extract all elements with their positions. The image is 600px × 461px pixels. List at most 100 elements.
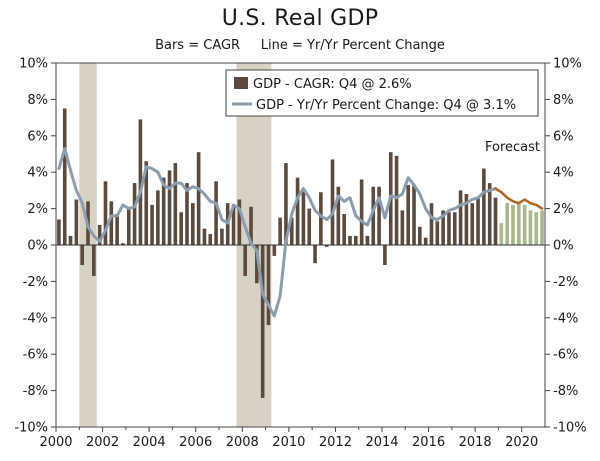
y-tick-label-left: 8% [27,93,48,108]
bar-75 [493,197,498,245]
bar-68 [452,212,457,245]
bar-47 [330,159,335,245]
x-tick-label: 2006 [179,435,212,450]
bar-6 [92,245,96,276]
bar-34 [255,245,259,284]
x-tick-label: 2000 [39,435,72,450]
bar-80 [522,204,527,245]
bar-59 [400,210,405,245]
bar-61 [412,184,416,245]
y-tick-label-left: -6% [23,348,48,363]
bar-24 [196,152,201,245]
bar-48 [336,186,341,245]
y-tick-label-left: -4% [23,311,48,326]
bar-22 [185,183,189,245]
bar-23 [191,203,195,245]
bar-16 [150,204,154,245]
y-tick-label-right: -8% [553,384,578,399]
bar-67 [447,212,451,245]
bar-45 [319,192,323,245]
bar-72 [476,197,480,245]
x-tick-label: 2016 [412,435,445,450]
bar-46 [324,245,329,247]
bar-60 [406,184,410,245]
bar-36 [266,245,271,326]
bar-39 [284,163,288,245]
bar-4 [80,245,84,266]
x-tick-label: 2010 [272,435,305,450]
bar-65 [435,221,440,245]
bar-9 [109,201,114,245]
bar-0 [57,219,61,245]
bar-33 [249,206,253,245]
bar-44 [313,245,317,264]
y-tick-label-left: 0% [27,239,48,254]
chart-subtitle: Bars = CAGR Line = Yr/Yr Percent Change [155,38,445,53]
bar-78 [511,204,515,245]
bar-2 [68,235,73,245]
bar-26 [208,234,213,245]
y-tick-label-left: -10% [14,421,48,436]
bar-32 [243,245,247,276]
bar-82 [534,212,539,245]
y-tick-label-left: -2% [23,275,48,290]
bar-53 [365,235,370,245]
bar-19 [167,170,172,245]
chart-title: U.S. Real GDP [221,6,379,31]
x-tick-label: 2014 [365,435,398,450]
bar-28 [220,228,224,245]
yoy-line [57,147,498,318]
legend-box [225,69,539,117]
y-tick-label-left: 6% [27,129,48,144]
bar-7 [97,224,102,245]
legend-bar-swatch [234,77,248,89]
bar-12 [126,206,131,245]
y-tick-label-left: 4% [27,166,48,181]
bar-66 [441,210,445,245]
bar-41 [295,177,300,245]
y-tick-label-right: 6% [553,129,574,144]
bar-30 [231,204,236,245]
bar-62 [418,226,422,245]
bar-8 [103,181,108,245]
bar-49 [342,214,346,245]
bar-40 [289,217,294,245]
bar-20 [173,163,178,245]
y-tick-label-right: -4% [553,311,578,326]
y-tick-label-right: 10% [553,57,582,72]
bar-15 [144,161,149,245]
forecast-annotation: Forecast [485,140,540,155]
bar-69 [458,190,463,245]
y-tick-label-right: -6% [553,348,578,363]
bar-1 [62,108,67,245]
bar-63 [423,237,428,245]
bar-70 [464,194,469,245]
x-tick-label: 2008 [226,435,259,450]
bar-79 [517,201,521,245]
bar-25 [202,228,207,245]
forecast-line [494,187,544,210]
bar-73 [482,168,486,245]
bar-76 [499,223,504,245]
legend-label-line: GDP - Yr/Yr Percent Change: Q4 @ 3.1% [256,98,516,113]
y-tick-label-right: 4% [553,166,574,181]
x-tick-label: 2012 [319,435,352,450]
x-tick-label: 2020 [505,435,538,450]
bar-74 [487,183,492,245]
legend-label-bars: GDP - CAGR: Q4 @ 2.6% [253,77,412,92]
y-tick-label-right: 2% [553,202,574,217]
x-tick-label: 2004 [133,435,166,450]
x-tick-label: 2018 [459,435,492,450]
bar-50 [348,235,352,245]
bar-11 [121,243,125,245]
bar-56 [383,245,387,266]
bar-43 [307,208,312,245]
bar-21 [179,212,183,245]
bar-51 [354,235,358,245]
bar-83 [540,210,544,245]
bar-17 [156,190,160,245]
bar-13 [132,183,137,245]
bar-42 [301,190,306,245]
x-tick-label: 2002 [86,435,119,450]
